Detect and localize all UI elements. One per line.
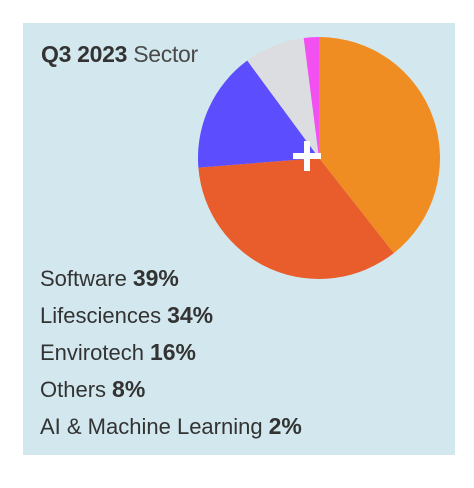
legend: Software 39% Lifesciences 34% Envirotech 16…	[40, 260, 302, 445]
legend-item-others: Others 8%	[40, 371, 302, 408]
legend-value: 34%	[167, 302, 214, 328]
pie-slice-envirotech	[198, 60, 319, 168]
legend-label: Others	[40, 377, 107, 402]
pie-slice-software	[319, 37, 440, 254]
pie-slice-others	[247, 37, 319, 159]
chart-title: Q3 2023 Sector	[41, 41, 198, 68]
chart-title-period: Q3 2023	[41, 41, 128, 67]
chart-card: Q3 2023 Sector Software 39% Lifesciences 3…	[23, 23, 455, 455]
chart-title-subject: Sector	[133, 41, 198, 67]
legend-label: Software	[40, 266, 127, 291]
legend-item-envirotech: Envirotech 16%	[40, 334, 302, 371]
legend-item-ai-machine-learning: AI & Machine Learning 2%	[40, 408, 302, 445]
legend-value: 39%	[132, 265, 179, 291]
legend-label: Lifesciences	[40, 303, 162, 328]
legend-value: 16%	[149, 339, 196, 365]
legend-item-lifesciences: Lifesciences 34%	[40, 297, 302, 334]
legend-item-software: Software 39%	[40, 260, 302, 297]
pie-slice-ai-machine-learning	[303, 37, 319, 158]
legend-label: AI & Machine Learning	[40, 414, 263, 439]
pie-slice-lifesciences	[198, 158, 394, 279]
legend-value: 8%	[112, 376, 146, 402]
pie-chart	[198, 37, 440, 279]
pie-slices	[198, 37, 440, 279]
plus-icon	[293, 141, 321, 171]
legend-value: 2%	[268, 413, 302, 439]
legend-label: Envirotech	[40, 340, 144, 365]
